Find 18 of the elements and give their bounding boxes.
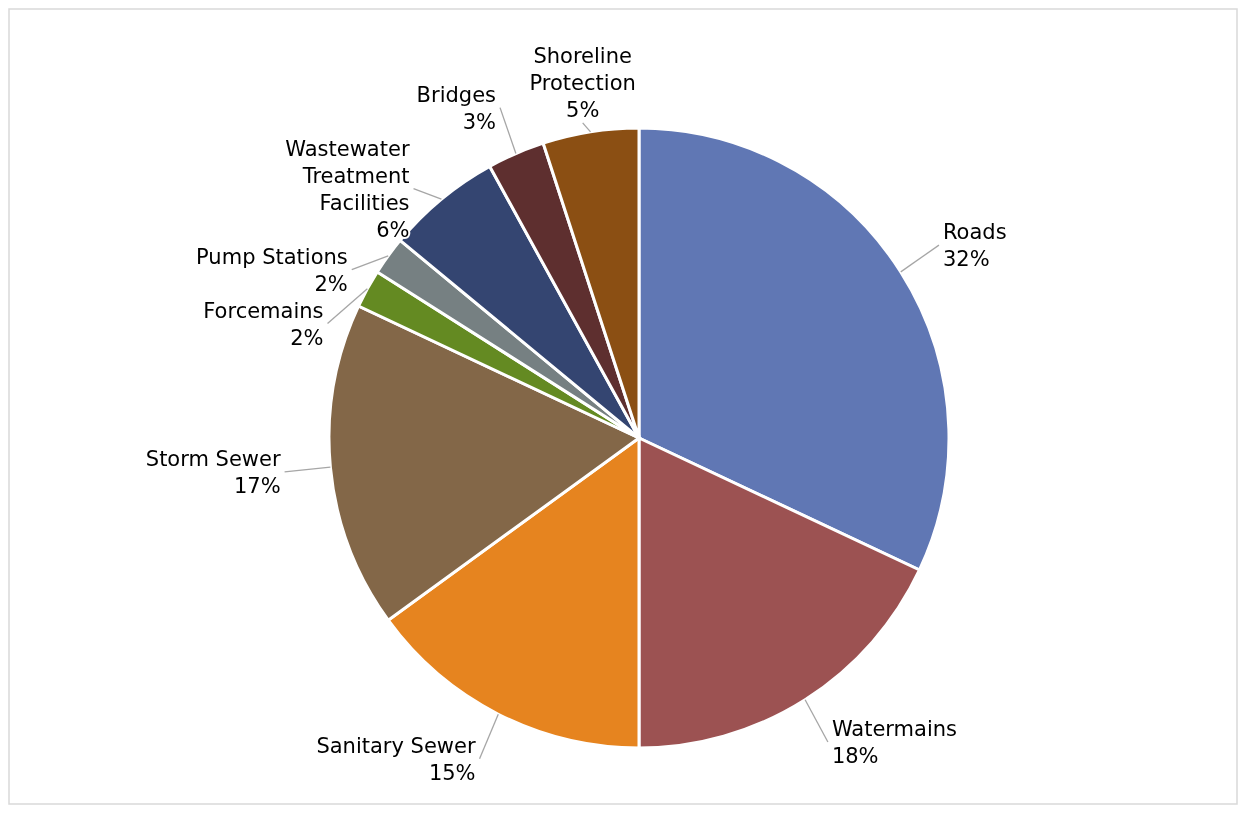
slice-label: Forcemains [203, 298, 324, 323]
data-label: 5% [566, 97, 600, 122]
slice-label: Shoreline Protection [529, 43, 636, 95]
data-label: 18% [831, 744, 879, 769]
data-label: 2% [290, 325, 324, 350]
slice-label: Wastewater Treatment Facilities [285, 136, 410, 215]
slice-label: Roads [942, 220, 1007, 245]
slice-label: Watermains [831, 717, 958, 742]
data-label: 3% [462, 109, 497, 134]
slice-label: Bridges [416, 82, 497, 107]
slice-label: Storm Sewer [145, 446, 281, 471]
data-label: 32% [942, 247, 990, 272]
slice-label: Sanitary Sewer [316, 733, 476, 758]
data-label: 2% [314, 271, 348, 296]
data-label: 17% [233, 473, 281, 498]
data-label: 15% [428, 760, 476, 785]
slice-label: Pump Stations [196, 244, 348, 269]
data-label: 6% [376, 217, 410, 242]
